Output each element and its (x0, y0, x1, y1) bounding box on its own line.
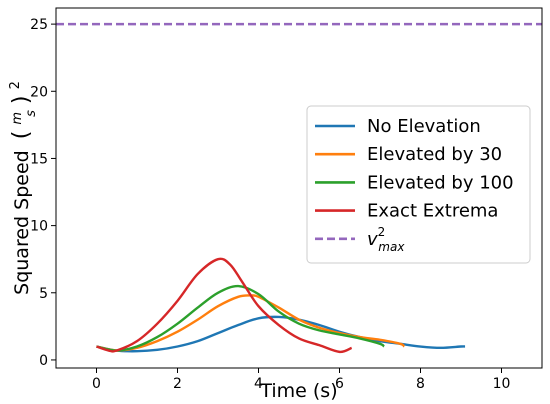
x-tick-label: 10 (493, 376, 511, 392)
x-axis-ticks: 0 2 4 6 8 10 (92, 368, 510, 392)
y-axis-label-unit-top: m (10, 112, 25, 125)
series-line-1 (96, 294, 406, 352)
y-tick-label: 15 (30, 151, 48, 167)
legend-label-0: No Elevation (367, 116, 481, 137)
y-axis-label-text: Squared Speed (11, 150, 33, 295)
series-line-2 (96, 284, 385, 352)
legend-label-2: Elevated by 100 (367, 172, 514, 193)
series-line-3 (96, 257, 353, 354)
y-axis-label: Squared Speed ( m s ) 2 (4, 81, 40, 295)
y-axis-label-paren-open: ( (9, 131, 34, 140)
y-tick-label: 5 (39, 286, 48, 302)
x-tick-label: 6 (335, 376, 344, 392)
x-tick-label: 0 (92, 376, 101, 392)
y-tick-label: 20 (30, 84, 48, 100)
legend-entries: No Elevation Elevated by 30 Elevated by 10… (315, 116, 514, 254)
y-axis-label-unit-bottom: s (24, 110, 39, 117)
y-axis-label-paren-close: ) (9, 95, 34, 104)
legend-label-1: Elevated by 30 (367, 144, 502, 165)
legend-label-3: Exact Extrema (367, 201, 498, 222)
x-tick-label: 2 (173, 376, 182, 392)
x-tick-label: 8 (416, 376, 425, 392)
legend-label-vmax: v2 max (367, 225, 405, 254)
x-axis-label: Time (s) (259, 380, 337, 402)
y-axis-ticks: 0 5 10 15 20 25 (30, 17, 56, 369)
y-axis-label-power: 2 (8, 81, 23, 89)
legend: No Elevation Elevated by 30 Elevated by 10… (306, 105, 531, 264)
y-axis-label-group: Squared Speed ( m s ) 2 (4, 81, 40, 295)
y-tick-label: 25 (30, 17, 48, 33)
series-line-0 (96, 315, 466, 353)
y-tick-label: 0 (39, 353, 48, 369)
plot-frame (55, 7, 543, 369)
y-tick-label: 10 (30, 219, 48, 235)
legend-box (306, 105, 531, 264)
x-tick-label: 4 (254, 376, 263, 392)
series-layer (56, 22, 542, 354)
